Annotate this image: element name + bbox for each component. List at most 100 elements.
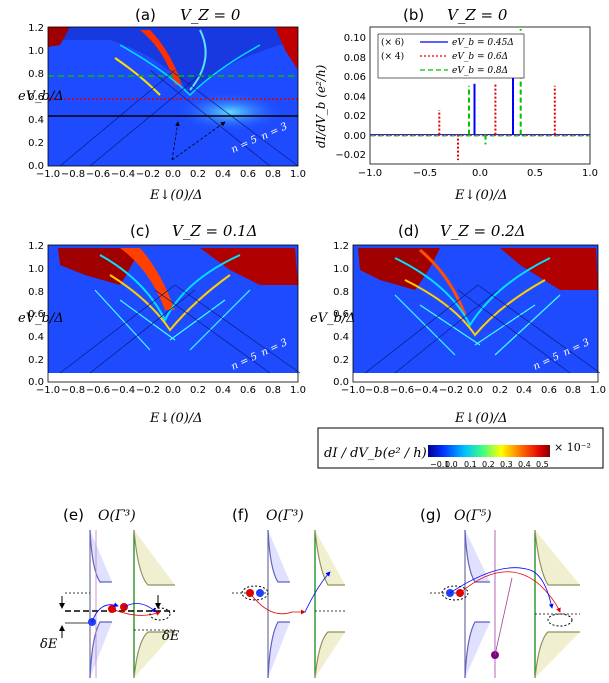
svg-text:0.2: 0.2 — [333, 355, 349, 366]
ylabel-c: eV_b/Δ — [18, 311, 64, 326]
svg-text:0.6: 0.6 — [333, 309, 349, 320]
colorbar-gradient — [428, 445, 550, 457]
svg-text:0.8: 0.8 — [265, 169, 281, 180]
svg-text:0.6: 0.6 — [240, 385, 256, 396]
svg-text:0.8: 0.8 — [333, 287, 349, 298]
svg-text:1.0: 1.0 — [28, 46, 44, 57]
svg-text:0.0: 0.0 — [165, 169, 181, 180]
svg-text:0.0: 0.0 — [28, 161, 44, 172]
svg-text:0.0: 0.0 — [165, 385, 181, 396]
svg-text:0.02: 0.02 — [344, 111, 366, 122]
delta-e-right: δE — [162, 629, 180, 644]
svg-text:0.0: 0.0 — [28, 377, 44, 388]
panel-d-title: V_Z = 0.2Δ — [440, 222, 526, 240]
svg-text:0.0: 0.0 — [467, 385, 483, 396]
svg-text:−0.2: −0.2 — [136, 169, 160, 180]
axis-d: 0.00.2 0.40.6 0.81.0 1.2 −1.0 −0.8 −0.6 −0… — [333, 241, 606, 396]
xlabel-c: E↓(0)/Δ — [149, 411, 203, 426]
svg-text:1.0: 1.0 — [290, 169, 306, 180]
svg-text:0.2: 0.2 — [492, 385, 508, 396]
colorbar-label: dI / dV_b(e² / h) — [324, 446, 427, 461]
diagram-f: (f) O(Γ³) — [232, 506, 345, 679]
panel-b-label: (b) — [403, 6, 424, 24]
ylabel-b: dI/dV_b (e²/h) — [314, 64, 328, 148]
svg-text:−0.4: −0.4 — [414, 385, 438, 396]
svg-text:−1.0: −1.0 — [341, 385, 365, 396]
svg-text:0.0: 0.0 — [333, 377, 349, 388]
svg-text:0.5: 0.5 — [536, 460, 549, 469]
svg-text:−0.8: −0.8 — [365, 385, 389, 396]
svg-text:1.2: 1.2 — [28, 23, 44, 34]
svg-text:0.2: 0.2 — [482, 460, 495, 469]
svg-text:0.0: 0.0 — [472, 168, 488, 179]
svg-text:0.4: 0.4 — [516, 385, 532, 396]
svg-text:0.6: 0.6 — [28, 92, 44, 103]
ylabel-d: eV_b/Δ — [310, 311, 356, 326]
svg-text:0.6: 0.6 — [240, 169, 256, 180]
legend-b: (× 6) eV_b = 0.45Δ (× 4) eV_b = 0.6Δ eV_… — [377, 33, 525, 79]
axis-c: 0.0 0.2 0.4 0.6 0.8 1.0 1.2 −1.0 −0.8 −0.6 −0… — [28, 241, 306, 396]
svg-text:−1.0: −1.0 — [36, 169, 60, 180]
svg-text:0.8: 0.8 — [565, 385, 581, 396]
svg-text:−1.0: −1.0 — [36, 385, 60, 396]
svg-text:1.0: 1.0 — [290, 385, 306, 396]
xlabel-a: E↓(0)/Δ — [149, 188, 203, 203]
svg-text:−0.2: −0.2 — [439, 385, 463, 396]
colorbar-ticks: −0.1 0.0 0.1 0.2 0.3 0.4 0.5 — [430, 460, 549, 469]
svg-text:−0.8: −0.8 — [61, 385, 85, 396]
delta-e-left: δE — [40, 637, 58, 652]
panel-a-title: V_Z = 0 — [180, 6, 241, 24]
colorbar-multiplier: × 10⁻² — [554, 441, 591, 454]
axis-b: −0.02 0.00 0.02 0.04 0.06 0.08 0.10 −1.0… — [335, 33, 598, 179]
svg-text:0.2: 0.2 — [190, 385, 206, 396]
xlabel-d: E↓(0)/Δ — [454, 411, 508, 426]
svg-text:0.6: 0.6 — [541, 385, 557, 396]
legend-series-2: eV_b = 0.8Δ — [452, 66, 508, 76]
panel-b: (b) V_Z = 0 −0.02 0.00 0.02 0.04 0.06 0.… — [314, 6, 598, 203]
panel-e-order: O(Γ³) — [98, 508, 136, 524]
ylabel-a: eV_b/Δ — [18, 89, 64, 104]
panel-g-label: (g) — [420, 506, 441, 524]
svg-text:0.10: 0.10 — [344, 33, 366, 44]
svg-text:−0.6: −0.6 — [86, 385, 110, 396]
heatmap-c: n = 3 n = 5 — [47, 244, 301, 383]
xlabel-b: E↓(0)/Δ — [454, 188, 508, 203]
svg-text:1.2: 1.2 — [28, 241, 44, 252]
svg-text:0.1: 0.1 — [464, 460, 477, 469]
svg-text:0.06: 0.06 — [344, 72, 366, 83]
svg-text:−0.6: −0.6 — [390, 385, 414, 396]
svg-text:0.4: 0.4 — [215, 385, 231, 396]
svg-text:0.6: 0.6 — [28, 309, 44, 320]
axis-a: 0.0 0.2 0.4 0.6 0.8 1.0 1.2 — [28, 23, 44, 172]
panel-g-order: O(Γ⁵) — [454, 508, 492, 524]
panel-a-label: (a) — [135, 6, 156, 24]
panel-a: (a) V_Z = 0 n = 3 n = 5 0.0 — [18, 6, 306, 203]
svg-text:0.8: 0.8 — [28, 69, 44, 80]
svg-text:1.2: 1.2 — [333, 241, 349, 252]
svg-text:0.08: 0.08 — [344, 53, 366, 64]
panel-c: (c) V_Z = 0.1Δ n = 3 n = 5 0.0 0.2 0.4 0.6… — [18, 222, 306, 426]
svg-text:0.8: 0.8 — [265, 385, 281, 396]
svg-text:0.2: 0.2 — [28, 138, 44, 149]
svg-text:0.4: 0.4 — [28, 332, 44, 343]
panel-d: (d) V_Z = 0.2Δ n = 3 n = 5 0.0 0.2 0.4 0.6… — [310, 222, 606, 426]
panel-c-label: (c) — [130, 222, 150, 240]
colorbar: dI / dV_b(e² / h) −0.1 0.0 0.1 0.2 0.3 0… — [317, 427, 604, 469]
svg-text:0.4: 0.4 — [333, 332, 349, 343]
svg-text:0.3: 0.3 — [500, 460, 513, 469]
svg-text:0.5: 0.5 — [527, 168, 543, 179]
svg-text:−1.0: −1.0 — [358, 168, 382, 179]
diagram-g: (g) O(Γ⁵) — [420, 506, 580, 679]
legend-series-1: eV_b = 0.6Δ — [452, 52, 508, 62]
legend-scale-1: (× 4) — [381, 51, 404, 62]
svg-text:0.2: 0.2 — [190, 169, 206, 180]
heatmap-d: n = 3 n = 5 — [352, 244, 601, 383]
svg-text:−0.4: −0.4 — [111, 385, 135, 396]
svg-text:−0.4: −0.4 — [111, 169, 135, 180]
svg-text:1.0: 1.0 — [333, 264, 349, 275]
panel-b-title: V_Z = 0 — [447, 6, 508, 24]
panel-d-label: (d) — [398, 222, 419, 240]
diagram-e: (e) O(Γ³) δE δE — [40, 506, 180, 679]
svg-text:1.0: 1.0 — [590, 385, 606, 396]
